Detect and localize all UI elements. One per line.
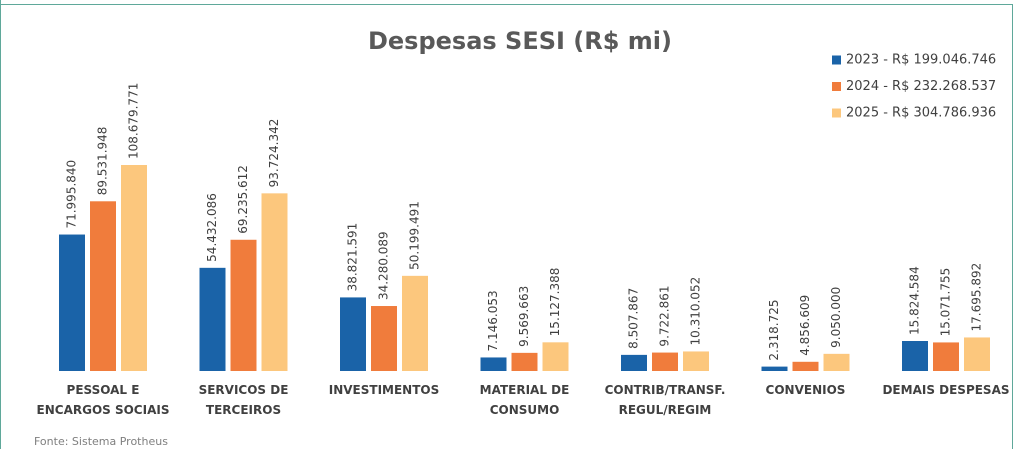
legend-swatch [832, 108, 841, 118]
data-label: 38.821.591 [346, 223, 360, 292]
bar [340, 297, 366, 371]
data-label: 15.824.584 [908, 266, 922, 335]
bar [261, 193, 288, 371]
bar [792, 361, 819, 371]
legend-swatch [832, 55, 841, 65]
data-label: 10.310.052 [689, 277, 703, 346]
x-tick-label: SERVICOS DE TERCEIROS [198, 383, 289, 417]
legend-label: 2024 - R$ 232.268.537 [846, 79, 996, 94]
bar [761, 366, 788, 371]
data-label: 17.695.892 [970, 263, 984, 332]
data-label: 50.199.491 [408, 201, 422, 270]
legend-label: 2025 - R$ 304.786.936 [846, 106, 996, 121]
bar [902, 341, 928, 371]
bar [59, 234, 85, 371]
data-label: 93.724.342 [267, 119, 281, 188]
bar [480, 357, 507, 371]
bar [683, 351, 709, 371]
data-label: 89.531.948 [96, 127, 110, 196]
data-label: 69.235.612 [236, 165, 250, 234]
bar [121, 165, 147, 371]
data-label: 4.856.609 [798, 295, 812, 356]
data-label: 15.071.755 [939, 268, 953, 337]
data-label: 54.432.086 [205, 193, 219, 262]
x-tick-label: CONTRIB/TRANSF. REGUL/REGIM [604, 383, 726, 417]
data-label: 9.569.663 [517, 286, 531, 347]
bar [823, 353, 850, 371]
data-label: 71.995.840 [65, 160, 79, 229]
bar [621, 354, 647, 371]
bar [511, 352, 538, 371]
data-label: 34.280.089 [377, 231, 391, 300]
data-label: 9.722.861 [658, 285, 672, 346]
legend-label: 2023 - R$ 199.046.746 [846, 53, 996, 68]
bar [652, 352, 678, 371]
chart-title: Despesas SESI (R$ mi) [368, 27, 672, 55]
x-tick-label: PESSOAL E ENCARGOS SOCIAIS [36, 383, 170, 417]
data-label: 15.127.388 [548, 268, 562, 337]
x-tick-label: INVESTIMENTOS [328, 383, 440, 397]
source: Fonte: Sistema Protheus [34, 435, 168, 448]
data-label: 8.507.867 [627, 288, 641, 349]
legend-swatch [832, 82, 841, 91]
bar [933, 342, 959, 371]
data-label: 108.679.771 [127, 83, 141, 159]
bar [371, 306, 397, 371]
data-label: 2.318.725 [767, 300, 781, 361]
bar [542, 342, 569, 371]
x-tick-label: MATERIAL DE CONSUMO [479, 383, 570, 417]
bar [90, 201, 116, 371]
x-tick-label: CONVENIOS [765, 383, 846, 397]
bar [199, 267, 226, 371]
bar [402, 275, 428, 371]
x-tick-label: DEMAIS DESPESAS [882, 383, 1010, 397]
data-label: 7.146.053 [486, 290, 500, 351]
bar [230, 239, 257, 371]
data-label: 9.050.000 [829, 287, 843, 348]
bar [964, 337, 990, 371]
